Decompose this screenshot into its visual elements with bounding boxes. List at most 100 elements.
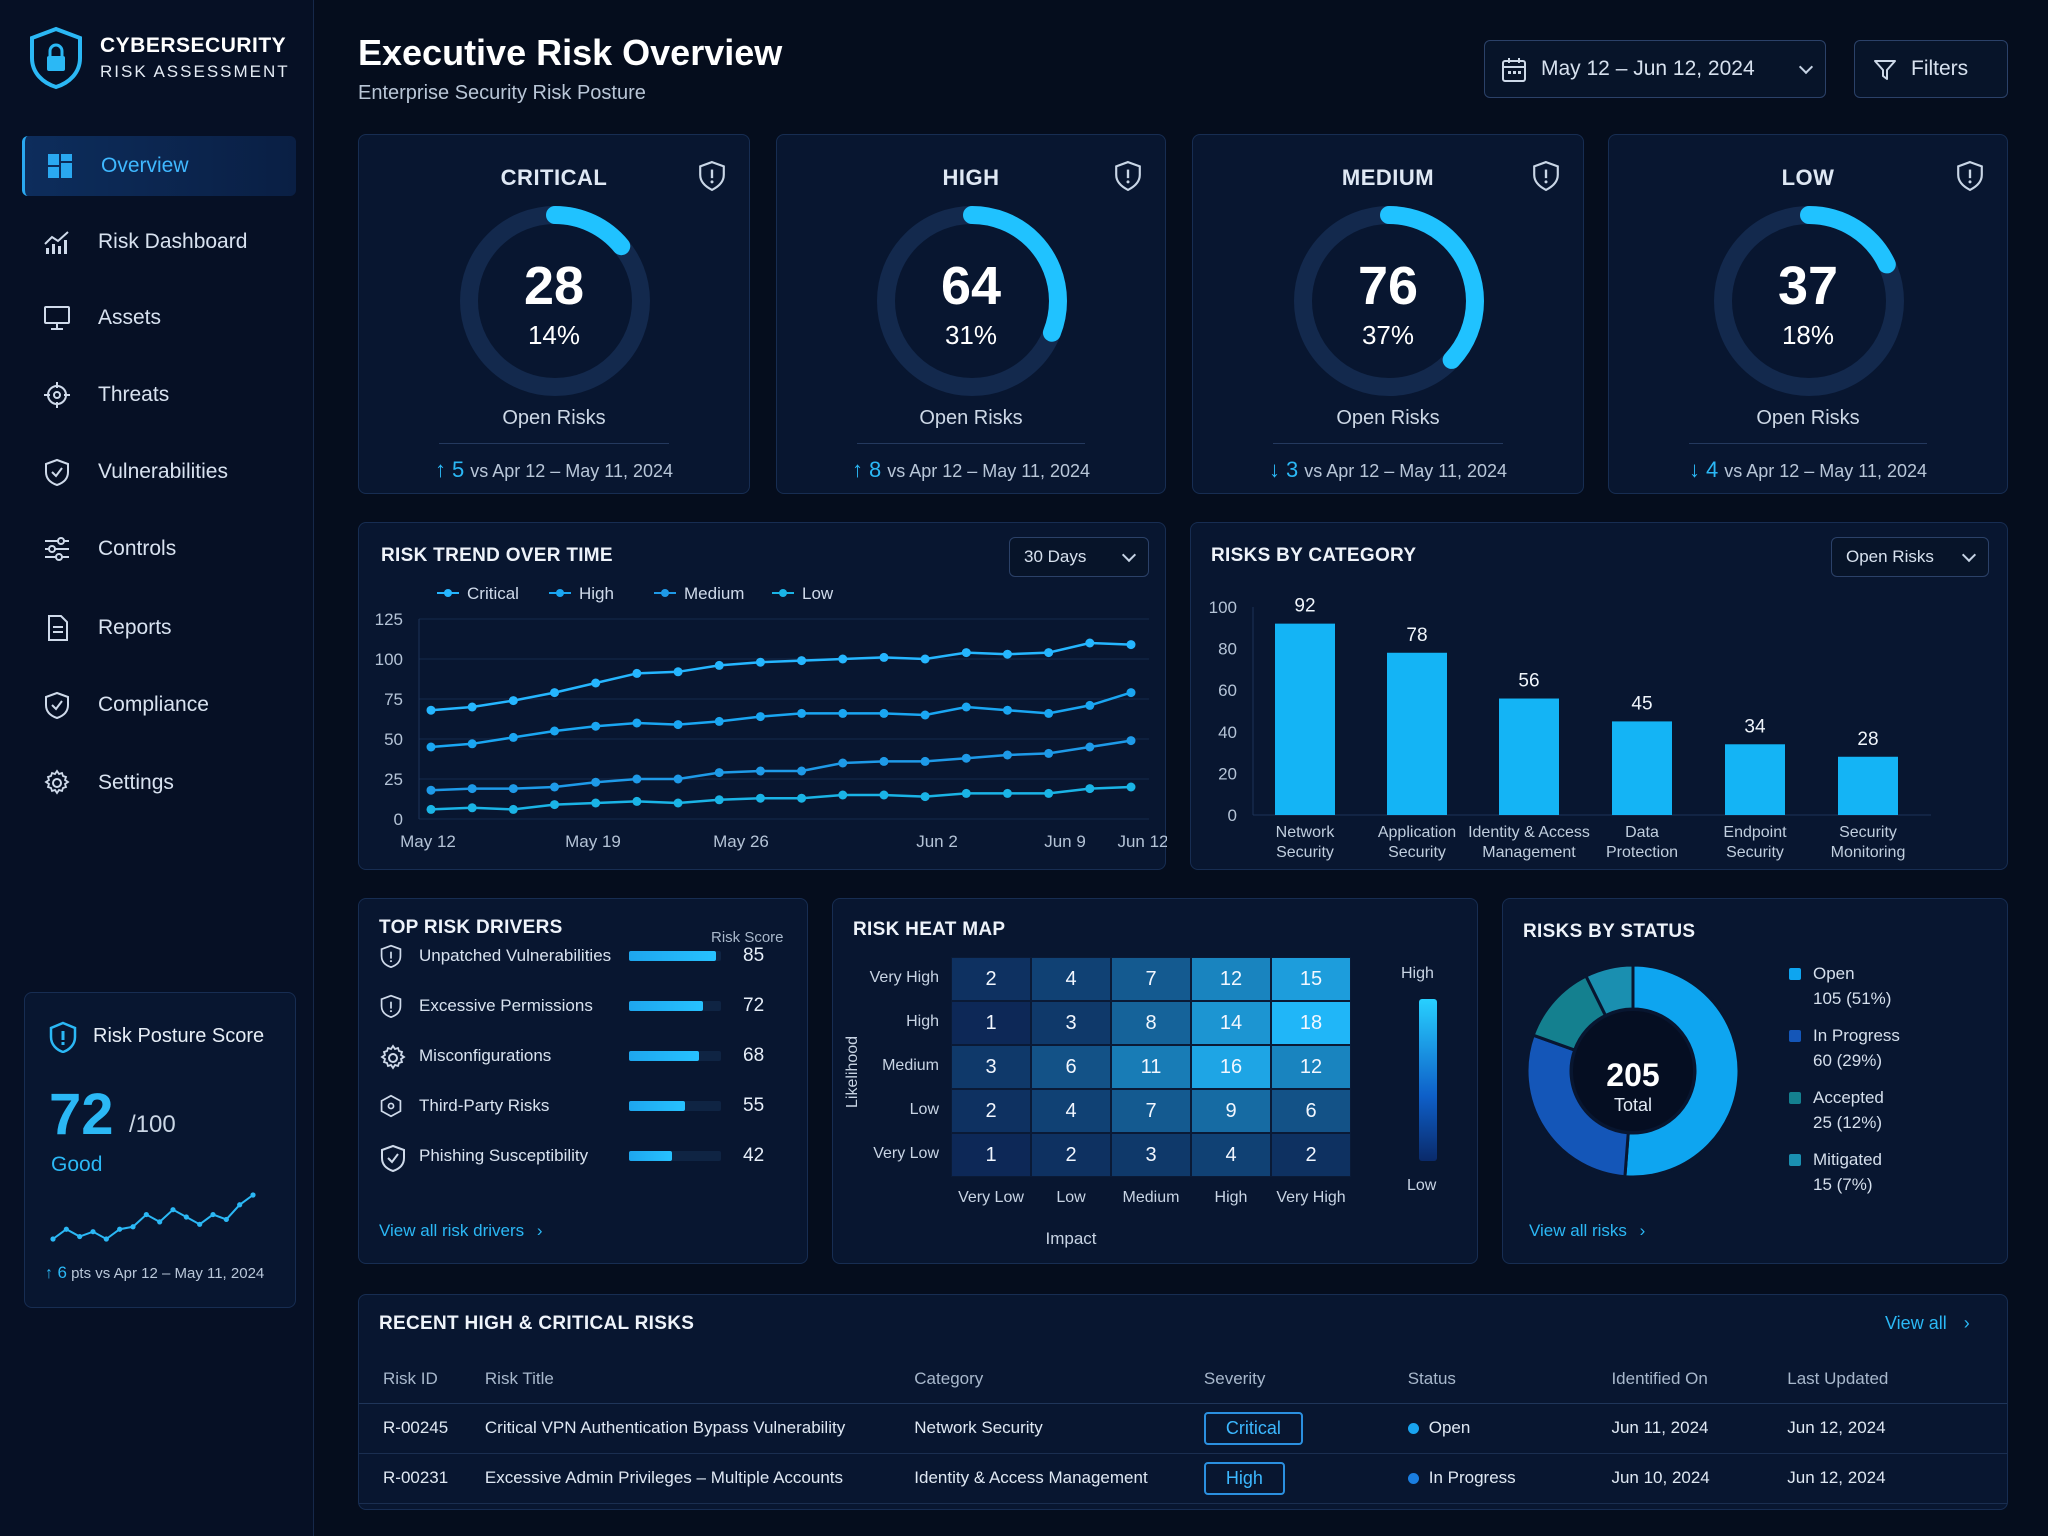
data-point [426,705,436,715]
data-point [1044,788,1054,798]
sidebar-item-risk-dashboard[interactable]: Risk Dashboard [22,212,296,272]
data-point [879,652,889,662]
risk-driver-label: Phishing Susceptibility [419,1146,589,1165]
sidebar-item-vulnerabilities[interactable]: Vulnerabilities [22,442,296,502]
heatmap-cell[interactable]: 1 [951,1001,1031,1045]
posture-max: /100 [129,1111,176,1138]
date-range-label: May 12 – Jun 12, 2024 [1541,57,1755,80]
app-subtitle: RISK ASSESSMENT [100,62,290,81]
sidebar-item-reports[interactable]: Reports [22,598,296,658]
data-point [838,654,848,664]
severity-title: HIGH [942,165,1000,190]
heatmap-cell[interactable]: 6 [1031,1045,1111,1089]
sidebar-item-settings[interactable]: Settings [22,753,296,813]
heatmap-cell[interactable]: 2 [1031,1133,1111,1177]
shield-alert-icon [1531,159,1561,198]
risk-heat-map-card: RISK HEAT MAP Very High 2 4 7 12 15 High 1 3 8 14 1… [832,898,1478,1264]
heatmap-cell[interactable]: 4 [1031,1089,1111,1133]
sidebar-item-compliance[interactable]: Compliance [22,675,296,735]
heatmap-cell[interactable]: 3 [1111,1133,1191,1177]
status-legend-item: Mitigated 15 (7%) [1789,1147,1882,1197]
data-point [1002,750,1012,760]
date-range-picker[interactable]: May 12 – Jun 12, 2024 [1484,40,1826,98]
heatmap-cell[interactable]: 3 [1031,1001,1111,1045]
shield-alert-icon [1113,159,1143,198]
heatmap-cell[interactable]: 18 [1271,1001,1351,1045]
heatmap-cell[interactable]: 8 [1111,1001,1191,1045]
risk-driver-row[interactable]: Third-Party Risks 55 [379,1091,789,1121]
status-total-label: Total [1613,1095,1653,1115]
trend-range-select[interactable]: 30 Days [1009,537,1149,577]
sidebar-item-overview[interactable]: Overview [22,136,296,196]
severity-card-high[interactable]: HIGH 64 31% Open Risks ↑ 8 vs Apr 12 – May 11,… [776,134,1166,494]
data-point [714,768,724,778]
table-row[interactable]: R-00245 Critical VPN Authentication Bypas… [359,1403,2007,1454]
x-tick-label: May 19 [565,832,621,851]
view-all-recent-link[interactable]: View all › [1885,1313,1970,1334]
heatmap-cell[interactable]: 11 [1111,1045,1191,1089]
risk-driver-row[interactable]: Excessive Permissions 72 [379,991,789,1021]
heatmap-cell[interactable]: 1 [951,1133,1031,1177]
data-point [550,688,560,698]
heatmap-cell[interactable]: 14 [1191,1001,1271,1045]
data-point [591,721,601,731]
bar [1838,756,1898,815]
heatmap-x-label: Impact [1045,1229,1097,1248]
view-all-risk-drivers-link[interactable]: View all risk drivers › [379,1221,543,1241]
heatmap-cell[interactable]: 12 [1271,1045,1351,1089]
risk-driver-row[interactable]: Phishing Susceptibility 42 [379,1141,789,1173]
risk-driver-row[interactable]: Unpatched Vulnerabilities 85 [379,941,789,971]
severity-compare: ↑ 5 vs Apr 12 – May 11, 2024 [359,457,749,483]
status-title: RISKS BY STATUS [1523,921,1696,942]
heatmap-cell[interactable]: 7 [1111,957,1191,1001]
legend-value: 60 (29%) [1813,1051,1882,1070]
data-point [1085,742,1095,752]
severity-compare-text: vs Apr 12 – May 11, 2024 [887,461,1091,481]
heatmap-cell[interactable]: 2 [1271,1133,1351,1177]
data-point [961,648,971,658]
heatmap-cell[interactable]: 2 [951,1089,1031,1133]
table-cell-updated: Jun 12, 2024 [1787,1403,2007,1454]
heatmap-cell[interactable]: 7 [1111,1089,1191,1133]
filters-button[interactable]: Filters [1854,40,2008,98]
data-point [961,702,971,712]
severity-count: 76 [1357,256,1419,316]
bar [1499,698,1559,815]
data-point [673,667,683,677]
severity-card-critical[interactable]: CRITICAL 28 14% Open Risks ↑ 5 vs Apr 12 – May… [358,134,750,494]
heatmap-cell[interactable]: 15 [1271,957,1351,1001]
donut-slice-in-progress [1525,1033,1630,1179]
heatmap-cell[interactable]: 4 [1191,1133,1271,1177]
table-cell-id: R-00231 [359,1453,485,1504]
heatmap-cell[interactable]: 6 [1271,1089,1351,1133]
x-tick-label: May 26 [713,832,769,851]
severity-card-medium[interactable]: MEDIUM 76 37% Open Risks ↓ 3 vs Apr 12 – May 1… [1192,134,1584,494]
data-point [838,790,848,800]
x-tick-label: May 12 [400,832,456,851]
posture-rating: Good [51,1153,103,1176]
category-filter-select[interactable]: Open Risks [1831,537,1989,577]
view-all-risks-link[interactable]: View all risks › [1529,1221,1645,1241]
severity-card-low[interactable]: LOW 37 18% Open Risks ↓ 4 vs Apr 12 – May 11, … [1608,134,2008,494]
risk-driver-row[interactable]: Misconfigurations 68 [379,1041,789,1071]
category-label: Identity & Access [1468,824,1590,841]
data-point [591,678,601,688]
view-all-risks-label: View all risks [1529,1221,1627,1240]
heatmap-cell[interactable]: 12 [1191,957,1271,1001]
heatmap-cell[interactable]: 4 [1031,957,1111,1001]
heatmap-cell[interactable]: 9 [1191,1089,1271,1133]
table-row[interactable]: R-00231 Excessive Admin Privileges – Mult… [359,1453,2007,1504]
severity-delta: 5 [451,457,465,482]
sidebar-item-assets[interactable]: Assets [22,288,296,348]
heatmap-cell[interactable]: 3 [951,1045,1031,1089]
arrow-up-icon: ↑ [851,457,863,482]
chevron-right-icon: › [536,1221,543,1240]
shield-icon [379,944,403,973]
heatmap-cell[interactable]: 16 [1191,1045,1271,1089]
divider [1273,443,1503,444]
sidebar-item-threats[interactable]: Threats [22,365,296,425]
dashboard-icon [43,149,77,183]
sidebar-item-controls[interactable]: Controls [22,519,296,579]
category-label: Protection [1606,844,1678,861]
heatmap-cell[interactable]: 2 [951,957,1031,1001]
